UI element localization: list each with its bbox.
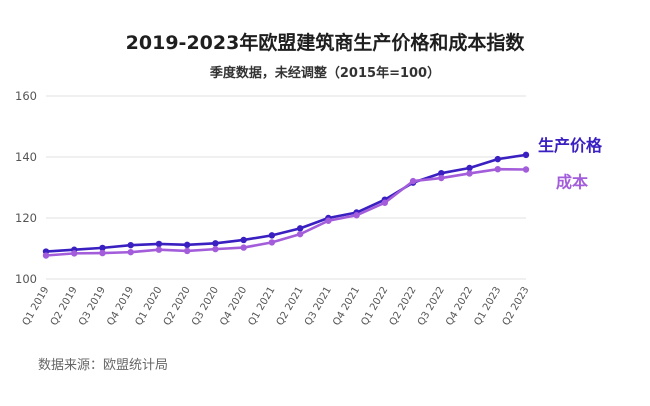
x-tick-label: Q2 2019 — [49, 285, 80, 328]
x-tick-label: Q4 2021 — [331, 285, 362, 328]
data-point — [325, 217, 332, 224]
data-point — [127, 248, 134, 256]
data-point — [240, 244, 247, 251]
data-point — [494, 166, 501, 173]
data-point — [71, 250, 78, 257]
data-point — [127, 241, 134, 249]
data-point — [212, 240, 219, 247]
x-tick-label: Q4 2022 — [444, 285, 475, 328]
source-note: 数据来源：欧盟统计局 — [38, 358, 169, 373]
x-tick-label: Q3 2022 — [416, 285, 447, 328]
data-point — [296, 225, 304, 232]
data-point — [466, 170, 473, 177]
chart-title: 2019-2023年欧盟建筑商生产价格和成本指数 — [125, 32, 525, 54]
series-line — [44, 167, 528, 257]
data-point — [99, 249, 106, 257]
x-tick-label: Q4 2020 — [218, 285, 249, 328]
x-tick-label: Q2 2022 — [388, 285, 419, 328]
x-tick-label: Q2 2021 — [275, 285, 306, 328]
x-tick-label: Q3 2020 — [190, 285, 221, 328]
y-axis-ticks: 100 120 140 160 — [15, 89, 37, 286]
y-tick-label: 100 — [15, 272, 37, 286]
data-point — [268, 239, 276, 246]
x-tick-label: Q2 2023 — [501, 285, 532, 328]
data-point — [99, 244, 106, 252]
x-tick-label: Q2 2020 — [162, 285, 193, 328]
data-point — [212, 245, 219, 253]
series-line — [44, 153, 528, 253]
data-point — [438, 174, 445, 182]
x-tick-label: Q1 2019 — [21, 285, 52, 328]
data-point — [42, 252, 50, 259]
x-tick-label: Q1 2020 — [134, 285, 165, 328]
x-tick-label: Q1 2023 — [472, 285, 503, 328]
data-point — [353, 212, 360, 219]
x-tick-label: Q3 2021 — [303, 285, 334, 328]
x-tick-label: Q1 2022 — [359, 285, 390, 328]
series-label: 生产价格 — [538, 136, 603, 155]
x-tick-label: Q1 2021 — [247, 285, 278, 328]
chart-subtitle: 季度数据，未经调整（2015年=100） — [209, 66, 441, 81]
data-point — [409, 177, 417, 185]
data-point — [240, 236, 247, 244]
data-point — [522, 151, 530, 159]
y-tick-label: 160 — [15, 89, 37, 103]
data-point — [381, 199, 389, 206]
x-tick-label: Q4 2019 — [105, 285, 136, 328]
series-label: 成本 — [556, 173, 588, 192]
data-point — [522, 166, 530, 173]
data-point — [466, 164, 473, 172]
data-point — [183, 241, 191, 249]
series-lines — [42, 151, 530, 259]
grid-lines — [46, 95, 526, 280]
data-point — [268, 232, 276, 239]
x-tick-label: Q3 2019 — [77, 285, 108, 328]
data-point — [183, 247, 191, 255]
data-point — [155, 246, 163, 253]
y-tick-label: 120 — [15, 211, 37, 225]
y-tick-label: 140 — [15, 150, 37, 164]
data-point — [296, 230, 304, 238]
data-point — [494, 155, 501, 163]
data-point — [155, 240, 163, 248]
data-point — [438, 169, 445, 177]
